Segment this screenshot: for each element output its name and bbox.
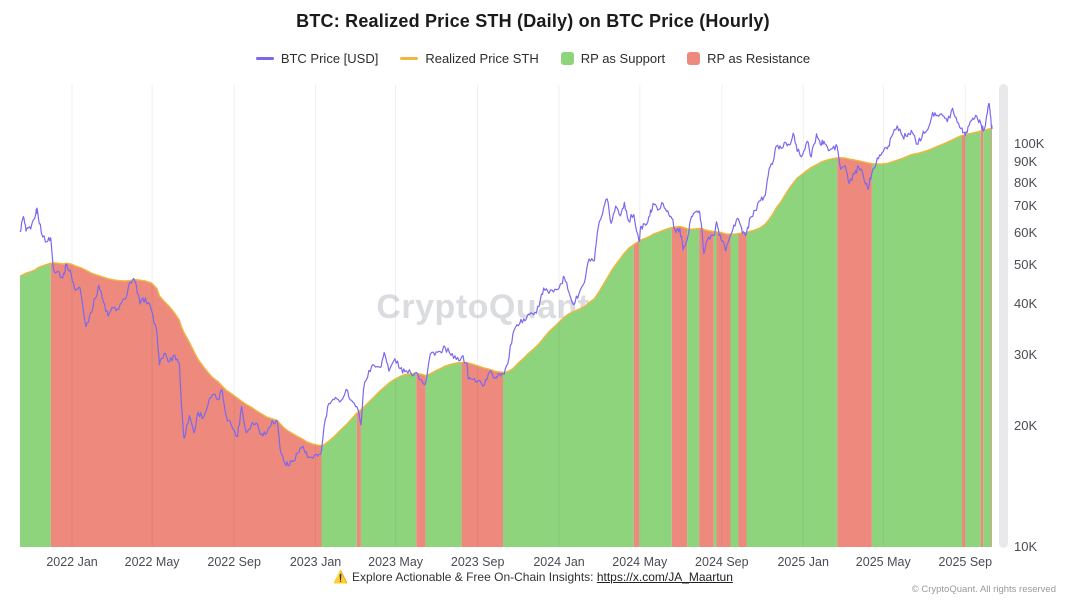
rp-support-area (713, 231, 717, 547)
btc-price-line (19, 103, 993, 467)
rp-resistance-area (461, 362, 503, 547)
rp-resistance-area (837, 157, 872, 547)
realized-price-line-swatch (400, 57, 419, 60)
rp-support-area (425, 362, 462, 547)
rp-resistance-area (633, 241, 640, 547)
legend-item-rp-support[interactable]: RP as Support (560, 51, 666, 66)
chart-title: BTC: Realized Price STH (Daily) on BTC P… (296, 11, 770, 31)
footer-link[interactable]: https://x.com/JA_Maartun (596, 570, 733, 584)
legend-label-realized-price: Realized Price STH (425, 51, 539, 66)
legend-label-rp-support: RP as Support (580, 51, 666, 66)
rp-resistance-area (356, 409, 361, 547)
rp-support-area (730, 233, 739, 547)
rp-resistance-area (699, 228, 714, 547)
support-resistance-areas (20, 128, 992, 547)
rp-support-area (503, 244, 634, 547)
rp-support-area (746, 157, 838, 547)
rp-resistance-area (671, 226, 688, 547)
rp-resistance-area (962, 134, 966, 547)
rp-resistance-swatch (687, 52, 701, 65)
rp-resistance-area (738, 232, 747, 547)
legend-label-rp-resistance: RP as Resistance (707, 51, 811, 66)
rp-support-area (20, 263, 51, 547)
rp-support-area (360, 373, 417, 547)
rp-support-area (871, 135, 962, 547)
copyright-notice: © CryptoQuant. All rights reserved (911, 584, 1056, 595)
legend-item-btc-price[interactable]: BTC Price [USD] (255, 51, 379, 66)
chart-vertical-scrollbar[interactable] (999, 84, 1008, 548)
rp-support-area (687, 228, 700, 547)
rp-resistance-area (716, 231, 731, 547)
rp-resistance-area (50, 262, 322, 547)
cryptoquant-watermark: CryptoQuant (376, 288, 590, 326)
rp-resistance-area (991, 128, 992, 547)
legend-item-realized-price[interactable]: Realized Price STH (400, 51, 539, 66)
warning-icon: ⚠️ (333, 570, 349, 584)
rp-support-area (321, 413, 357, 547)
rp-support-swatch (560, 52, 574, 65)
chart-legend: BTC Price [USD] Realized Price STH RP as… (0, 51, 1066, 66)
legend-label-btc-price: BTC Price [USD] (280, 51, 379, 66)
rp-support-area (639, 227, 672, 547)
rp-resistance-area (980, 130, 984, 547)
rp-support-area (983, 128, 992, 547)
rp-resistance-area (416, 373, 426, 547)
legend-item-rp-resistance[interactable]: RP as Resistance (687, 51, 810, 66)
realized-price-sth-line (19, 127, 993, 447)
footer-note: ⚠️ Explore Actionable & Free On-Chain Ins… (0, 570, 1066, 584)
footer-text: Explore Actionable & Free On-Chain Insig… (352, 570, 594, 584)
rp-support-area (965, 131, 981, 547)
btc-price-line-swatch (255, 57, 274, 60)
gridlines (71, 85, 966, 547)
